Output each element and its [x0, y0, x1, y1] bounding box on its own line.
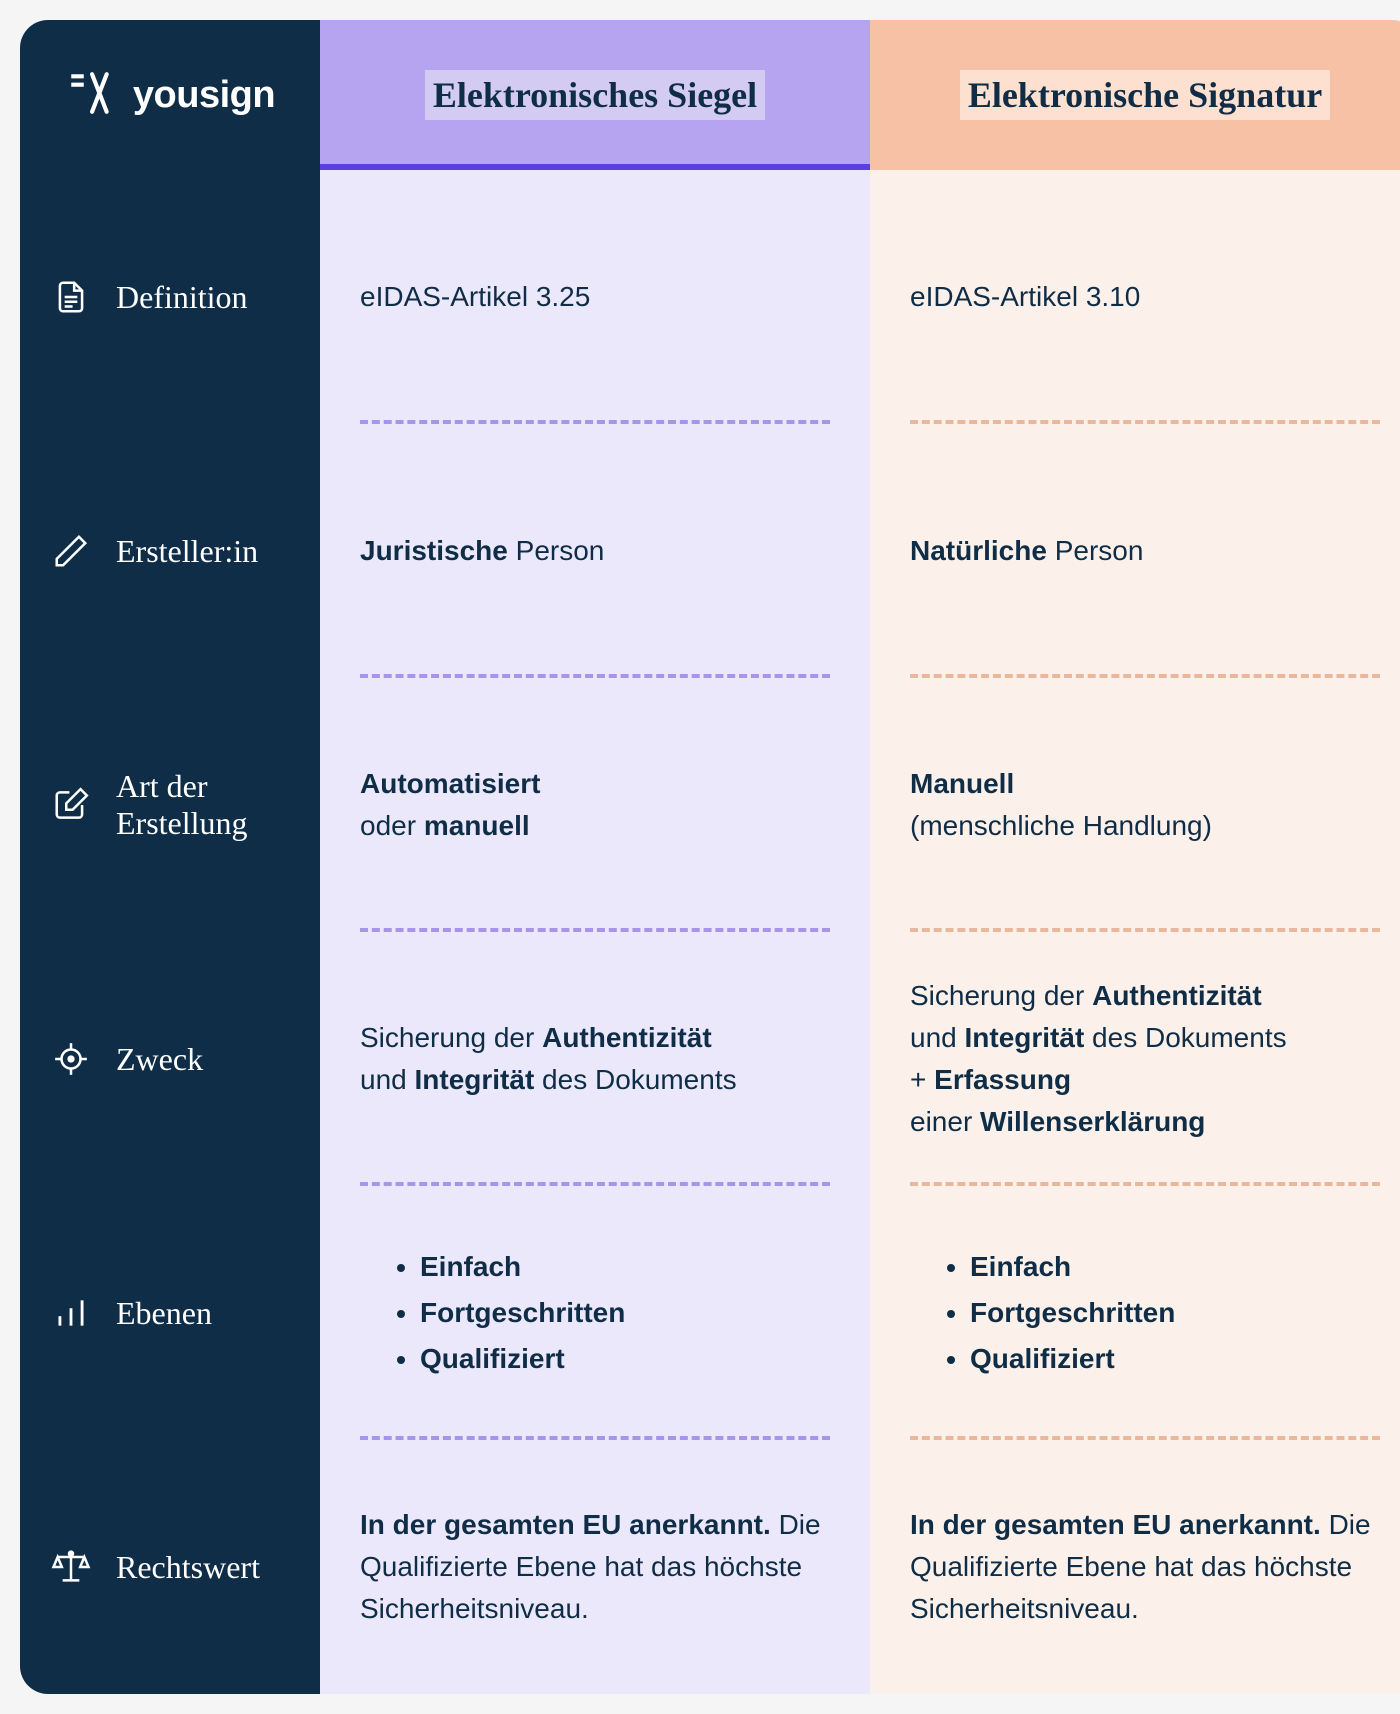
- logo-icon: [65, 68, 115, 123]
- cell-purpose-seal: Sicherung der Authentizitätund Integritä…: [320, 932, 870, 1186]
- cell-content: Natürliche Person: [910, 530, 1380, 572]
- row-label-text: Rechtswert: [116, 1549, 260, 1586]
- cell-content: In der gesamten EU anerkannt. Die Qualif…: [360, 1504, 830, 1630]
- cell-content: Automatisiertoder manuell: [360, 763, 830, 847]
- cell-purpose-signature: Sicherung der Authentizitätund Integritä…: [870, 932, 1400, 1186]
- cell-content: Sicherung der Authentizitätund Integritä…: [360, 1017, 830, 1101]
- brand-name: yousign: [133, 74, 275, 117]
- cell-content: Sicherung der Authentizitätund Integritä…: [910, 975, 1380, 1143]
- cell-content: eIDAS-Artikel 3.25: [360, 276, 830, 318]
- cell-definition-seal: eIDAS-Artikel 3.25: [320, 170, 870, 424]
- row-label-text: Zweck: [116, 1041, 203, 1078]
- column-title: Elektronische Signatur: [960, 70, 1330, 120]
- bars-icon: [50, 1292, 92, 1334]
- row-label-legal: Rechtswert: [20, 1440, 320, 1694]
- cell-content: EinfachFortgeschrittenQualifiziert: [910, 1242, 1380, 1384]
- comparison-table: yousign Elektronisches Siegel Elektronisch…: [20, 20, 1400, 1694]
- cell-creation_type-seal: Automatisiertoder manuell: [320, 678, 870, 932]
- column-header-seal: Elektronisches Siegel: [320, 20, 870, 170]
- row-label-definition: Definition: [20, 170, 320, 424]
- edit-icon: [50, 784, 92, 826]
- row-label-purpose: Zweck: [20, 932, 320, 1186]
- row-label-text: Ersteller:in: [116, 533, 258, 570]
- column-header-signature: Elektronische Signatur: [870, 20, 1400, 170]
- row-label-levels: Ebenen: [20, 1186, 320, 1440]
- row-label-creator: Ersteller:in: [20, 424, 320, 678]
- cell-creator-seal: Juristische Person: [320, 424, 870, 678]
- row-label-creation_type: Art der Erstellung: [20, 678, 320, 932]
- cell-levels-signature: EinfachFortgeschrittenQualifiziert: [870, 1186, 1400, 1440]
- cell-content: Manuell(menschliche Handlung): [910, 763, 1380, 847]
- cell-legal-signature: In der gesamten EU anerkannt. Die Qualif…: [870, 1440, 1400, 1694]
- cell-legal-seal: In der gesamten EU anerkannt. Die Qualif…: [320, 1440, 870, 1694]
- row-label-text: Ebenen: [116, 1295, 212, 1332]
- scale-icon: [50, 1546, 92, 1588]
- target-icon: [50, 1038, 92, 1080]
- column-title: Elektronisches Siegel: [425, 70, 765, 120]
- row-label-text: Definition: [116, 279, 248, 316]
- cell-levels-seal: EinfachFortgeschrittenQualifiziert: [320, 1186, 870, 1440]
- document-icon: [50, 276, 92, 318]
- cell-content: In der gesamten EU anerkannt. Die Qualif…: [910, 1504, 1380, 1630]
- row-label-text: Art der Erstellung: [116, 768, 296, 842]
- logo-cell: yousign: [20, 20, 320, 170]
- cell-content: Juristische Person: [360, 530, 830, 572]
- cell-creator-signature: Natürliche Person: [870, 424, 1400, 678]
- cell-definition-signature: eIDAS-Artikel 3.10: [870, 170, 1400, 424]
- cell-content: EinfachFortgeschrittenQualifiziert: [360, 1242, 830, 1384]
- pencil-icon: [50, 530, 92, 572]
- cell-creation_type-signature: Manuell(menschliche Handlung): [870, 678, 1400, 932]
- cell-content: eIDAS-Artikel 3.10: [910, 276, 1380, 318]
